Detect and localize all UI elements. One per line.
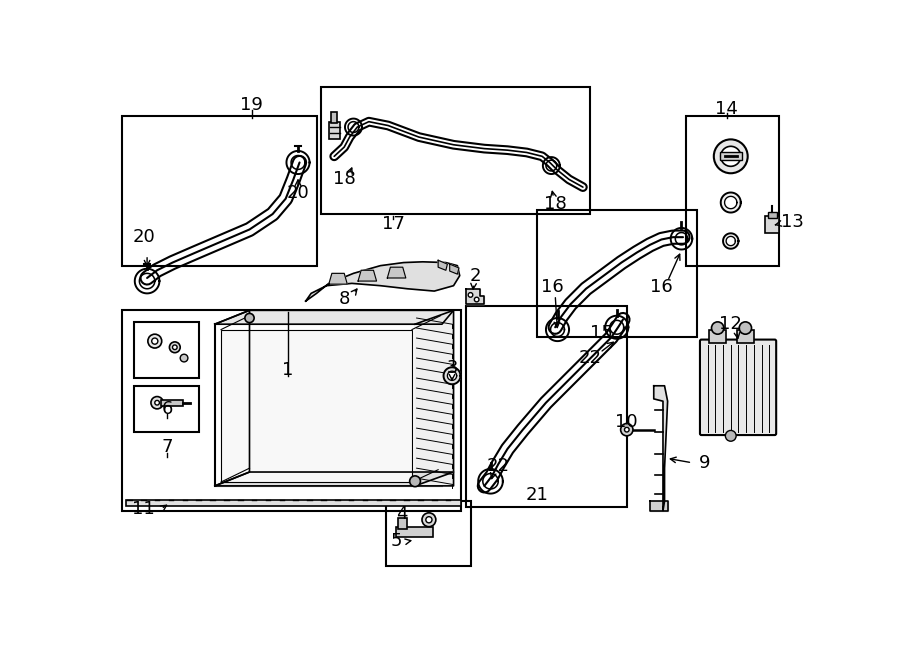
Circle shape [148,334,162,348]
Circle shape [169,342,180,353]
Bar [161,400,183,406]
Bar [215,324,442,486]
Bar [686,116,779,266]
Text: 16: 16 [541,278,563,296]
Text: 8: 8 [338,290,350,308]
Text: 1: 1 [283,362,293,379]
Text: 18: 18 [544,195,567,213]
Circle shape [426,517,432,523]
Text: 15: 15 [590,325,613,342]
Text: 9: 9 [698,454,710,472]
Bar [134,386,200,432]
Bar [386,501,472,566]
Bar [134,322,200,378]
Bar [331,112,338,123]
Text: 20: 20 [132,228,156,246]
Bar [709,330,726,342]
Circle shape [725,430,736,442]
Polygon shape [387,267,406,278]
Circle shape [468,293,472,297]
Bar [396,527,433,537]
Polygon shape [215,472,454,486]
Circle shape [245,313,254,323]
Text: 11: 11 [132,500,155,518]
Bar [125,500,461,506]
Circle shape [410,476,420,486]
Polygon shape [650,501,668,510]
Text: 22: 22 [487,457,509,475]
Polygon shape [450,264,459,274]
Text: 21: 21 [526,486,548,504]
Circle shape [621,424,633,436]
Circle shape [173,345,177,350]
Circle shape [474,297,479,302]
Text: 14: 14 [716,100,738,118]
Polygon shape [726,237,735,246]
Bar [765,216,779,233]
Polygon shape [723,233,738,249]
Text: 6: 6 [161,400,173,418]
Bar [221,330,412,482]
Bar [328,122,339,139]
Text: 4: 4 [396,506,408,524]
Text: 3: 3 [446,359,458,377]
Circle shape [625,428,629,432]
Text: 18: 18 [333,171,356,188]
Circle shape [714,139,748,173]
Bar [321,87,590,214]
Polygon shape [306,262,460,301]
Polygon shape [653,386,668,510]
Circle shape [151,397,163,409]
Polygon shape [438,260,447,270]
Text: 2: 2 [470,266,481,285]
Circle shape [422,513,436,527]
Bar [537,210,697,337]
Bar [466,307,626,507]
Text: 5: 5 [391,532,402,551]
Text: 7: 7 [161,438,173,456]
Text: 16: 16 [650,278,673,296]
Polygon shape [466,289,484,304]
Bar [398,518,408,529]
Text: 20: 20 [286,184,310,202]
Text: 19: 19 [240,96,263,114]
Circle shape [721,146,741,167]
Text: 10: 10 [616,413,638,431]
Bar [122,310,461,510]
Text: 22: 22 [579,349,602,367]
Polygon shape [721,192,741,213]
FancyBboxPatch shape [700,340,776,435]
Text: 12: 12 [719,315,742,333]
Circle shape [180,354,188,362]
Bar [720,153,742,160]
Circle shape [152,338,158,344]
Circle shape [712,322,724,334]
Polygon shape [215,310,454,324]
Polygon shape [358,270,376,281]
Polygon shape [415,310,454,486]
Polygon shape [447,371,456,380]
Polygon shape [328,274,347,284]
Bar [768,212,777,218]
Text: 13: 13 [781,213,804,231]
Polygon shape [444,368,461,384]
Text: 17: 17 [382,215,405,233]
Bar [737,330,754,342]
Circle shape [155,401,159,405]
Bar [122,116,318,266]
Polygon shape [724,196,737,209]
Circle shape [739,322,752,334]
